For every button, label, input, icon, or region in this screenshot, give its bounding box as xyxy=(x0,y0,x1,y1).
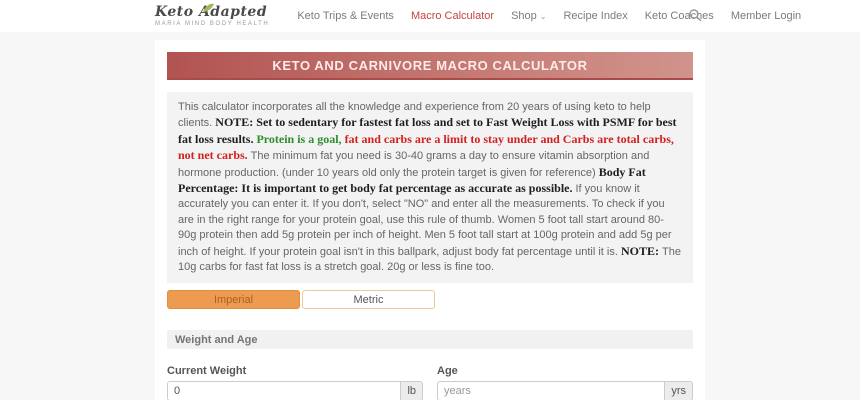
page-title: KETO AND CARNIVORE MACRO CALCULATOR xyxy=(272,57,588,73)
main-nav: Keto Trips & Events Macro Calculator Sho… xyxy=(297,10,801,22)
current-weight-group: Current Weight lb xyxy=(167,365,423,400)
nav-item-macro-calculator[interactable]: Macro Calculator xyxy=(410,10,495,22)
nav-item-recipe-index[interactable]: Recipe Index xyxy=(563,10,628,22)
nav-item-keto-trips[interactable]: Keto Trips & Events xyxy=(297,10,394,22)
chevron-down-icon: ⌄ xyxy=(539,12,547,21)
search-icon[interactable] xyxy=(688,8,702,27)
leaf-icon xyxy=(201,1,215,17)
age-unit-addon: yrs xyxy=(664,381,693,400)
weight-age-row: Current Weight lb Age yrs xyxy=(167,365,693,400)
intro-text-protein-goal: Protein is a goal, xyxy=(256,131,345,146)
nav-item-keto-coaches[interactable]: Keto Coaches xyxy=(644,10,714,22)
intro-text-normal: This calculator incorporates all the kno… xyxy=(178,101,651,130)
intro-text-normal: If you know it accurately you can enter … xyxy=(178,183,672,258)
calculator-title-bar: KETO AND CARNIVORE MACRO CALCULATOR xyxy=(167,52,693,80)
intro-text-normal: The 10g carbs for fast fat loss is a str… xyxy=(178,245,681,274)
nav-item-member-login[interactable]: Member Login xyxy=(730,10,802,22)
section-header-weight-age: Weight and Age xyxy=(167,330,693,350)
current-weight-input[interactable] xyxy=(167,381,401,400)
site-logo[interactable]: Keto Adapted Maria Mind Body Health xyxy=(155,3,270,27)
imperial-button[interactable]: Imperial xyxy=(167,290,300,310)
intro-paragraph: This calculator incorporates all the kno… xyxy=(167,92,693,284)
intro-text-carbs-limit: fat and carbs are a limit to stay under … xyxy=(178,131,674,163)
intro-text-normal: The minimum fat you need is 30-40 grams … xyxy=(178,150,650,179)
age-label: Age xyxy=(437,365,458,378)
metric-button[interactable]: Metric xyxy=(302,290,435,310)
intro-text-note: NOTE: Set to sedentary for fastest fat l… xyxy=(178,115,677,146)
intro-text-bodyfat: Body Fat Percentage: It is important to … xyxy=(178,164,646,196)
top-navigation-bar: Keto Adapted Maria Mind Body Health Keto… xyxy=(0,0,860,32)
intro-text-note2: NOTE: xyxy=(620,243,662,258)
current-weight-label: Current Weight xyxy=(167,365,247,378)
age-input[interactable] xyxy=(437,381,665,400)
calculator-card: KETO AND CARNIVORE MACRO CALCULATOR This… xyxy=(155,40,705,400)
logo-tagline: Maria Mind Body Health xyxy=(155,21,270,27)
unit-toggle: Imperial Metric xyxy=(167,290,693,310)
age-group: Age yrs xyxy=(437,365,693,400)
nav-item-shop[interactable]: Shop ⌄ xyxy=(511,10,547,22)
logo-title: Keto Adapted xyxy=(155,4,268,20)
weight-unit-addon: lb xyxy=(400,381,423,400)
